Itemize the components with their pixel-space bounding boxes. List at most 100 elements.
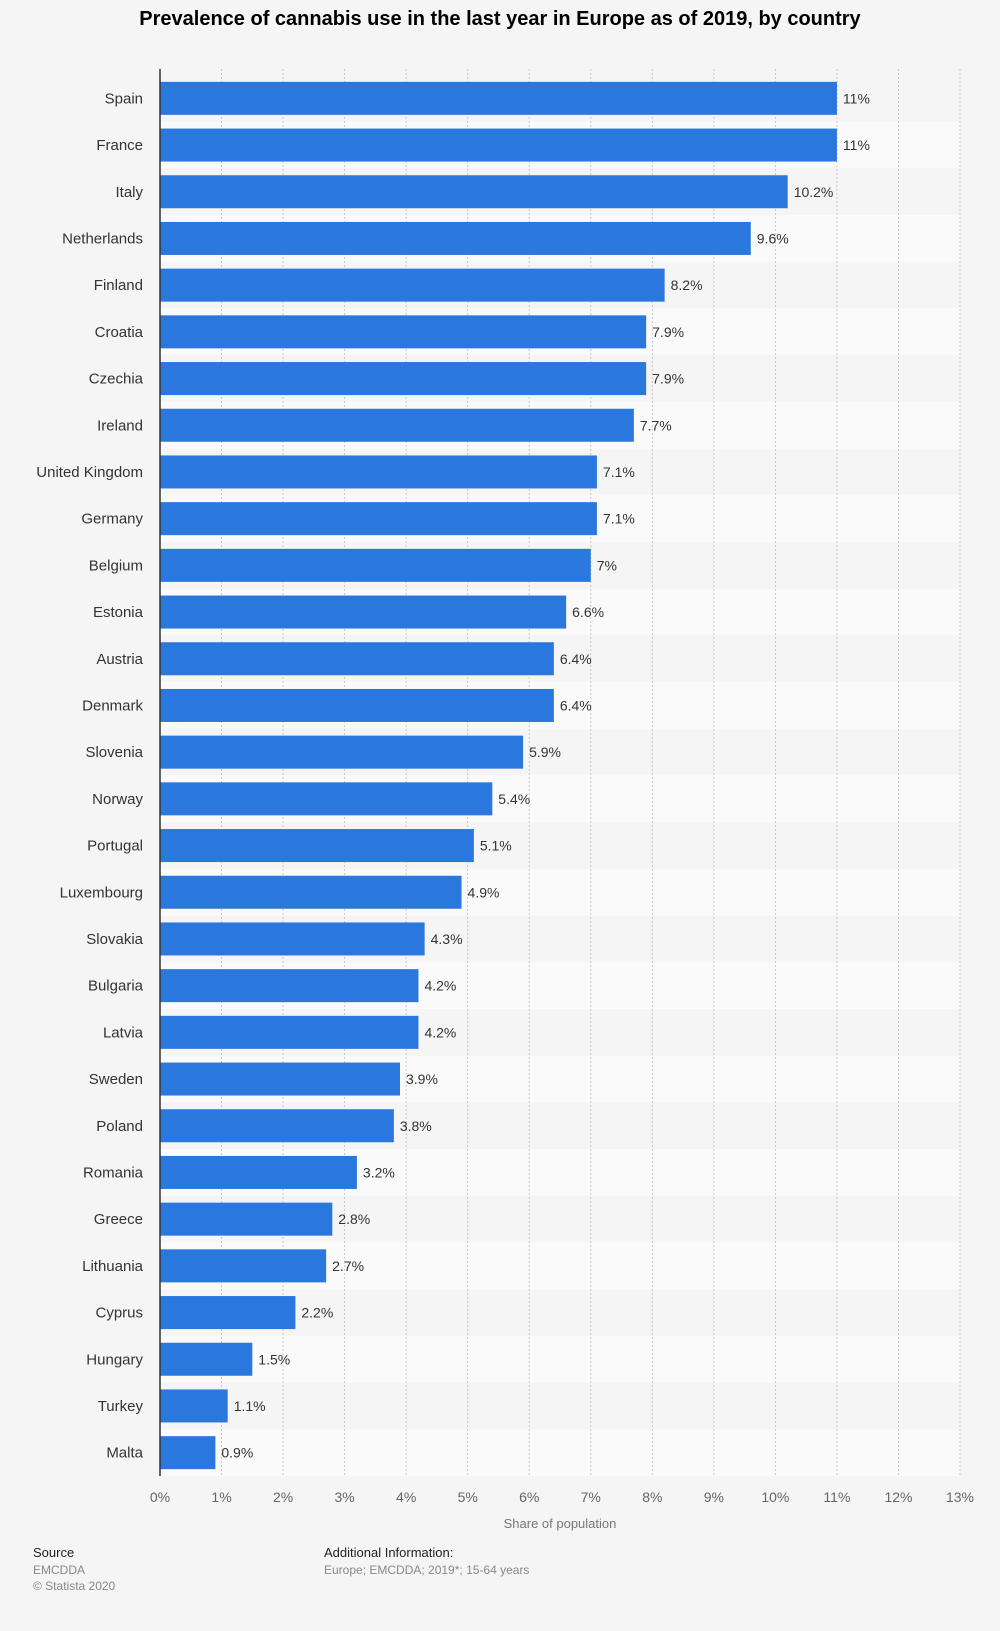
value-label: 11%: [843, 137, 870, 153]
x-tick-label: 4%: [396, 1489, 416, 1505]
tick-labels: 0% 1% 2% 3% 4% 5% 6% 7% 8% 9% 10% 11% 12% 13%: [150, 1489, 974, 1505]
value-label: 2.2%: [301, 1305, 333, 1321]
bar: [160, 642, 554, 676]
bar: [160, 128, 837, 162]
category-label: Cyprus: [95, 1305, 143, 1322]
bar: [160, 175, 788, 209]
value-label: 7.9%: [652, 371, 684, 387]
bar: [160, 782, 493, 816]
bar: [160, 735, 524, 769]
bar: [160, 502, 597, 536]
bar: [160, 1015, 419, 1049]
x-tick-label: 2%: [273, 1489, 293, 1505]
category-label: United Kingdom: [36, 464, 143, 481]
bar: [160, 81, 837, 115]
value-label: 7.1%: [603, 464, 635, 480]
category-label: Greece: [94, 1211, 143, 1228]
x-tick-label: 1%: [211, 1489, 231, 1505]
category-label: Turkey: [98, 1398, 144, 1415]
bar: [160, 408, 634, 442]
value-label: 5.4%: [498, 791, 530, 807]
x-tick-label: 12%: [884, 1489, 912, 1505]
bar: [160, 268, 665, 302]
category-label: Austria: [96, 651, 143, 668]
source-heading: Source: [33, 1545, 75, 1560]
category-label: Lithuania: [82, 1258, 144, 1275]
category-label: Belgium: [89, 557, 143, 574]
category-label: Norway: [92, 791, 143, 808]
category-label: France: [96, 137, 143, 154]
bar: [160, 829, 474, 863]
row-band: [160, 1335, 960, 1383]
bar: [160, 362, 647, 396]
source-line: EMCDDA: [33, 1563, 86, 1577]
row-band: [160, 1429, 960, 1476]
category-label: Croatia: [95, 324, 144, 341]
value-label: 7.7%: [640, 417, 672, 433]
category-label: Luxembourg: [60, 884, 143, 901]
bar: [160, 221, 751, 255]
category-label: Portugal: [87, 838, 143, 855]
value-label: 4.2%: [424, 978, 456, 994]
bar: [160, 1389, 228, 1423]
value-label: 8.2%: [671, 277, 703, 293]
bar: [160, 1436, 216, 1470]
category-labels: Spain France Italy Netherlands Finland Croati…: [36, 90, 143, 1461]
x-tick-label: 8%: [642, 1489, 662, 1505]
value-label: 1.5%: [258, 1351, 290, 1367]
source-block: Source EMCDDA © Statista 2020: [33, 1545, 115, 1594]
bar-chart: Spain France Italy Netherlands Finland Croati…: [36, 69, 974, 1531]
value-label: 2.8%: [338, 1211, 370, 1227]
value-label: 3.2%: [363, 1164, 395, 1180]
chart-title: Prevalence of cannabis use in the last y…: [139, 8, 861, 30]
value-label: 9.6%: [757, 230, 789, 246]
x-tick-label: 0%: [150, 1489, 170, 1505]
copyright-line: © Statista 2020: [33, 1579, 116, 1593]
bar: [160, 688, 554, 722]
bar: [160, 1062, 400, 1096]
value-label: 7%: [597, 557, 617, 573]
bar: [160, 595, 567, 629]
category-label: Czechia: [89, 371, 144, 388]
value-label: 4.9%: [468, 884, 500, 900]
value-label: 7.9%: [652, 324, 684, 340]
x-tick-label: 6%: [519, 1489, 539, 1505]
value-label: 1.1%: [234, 1398, 266, 1414]
bar: [160, 1342, 253, 1376]
bar: [160, 922, 425, 956]
category-label: Latvia: [103, 1024, 144, 1041]
additional-info-block: Additional Information: Europe; EMCDDA; …: [324, 1545, 529, 1578]
value-label: 2.7%: [332, 1258, 364, 1274]
bar: [160, 1155, 357, 1189]
value-label: 4.3%: [431, 931, 463, 947]
category-label: Romania: [83, 1164, 144, 1181]
category-label: Sweden: [89, 1071, 143, 1088]
bars: [160, 81, 837, 1470]
category-label: Finland: [94, 277, 143, 294]
value-label: 3.9%: [406, 1071, 438, 1087]
x-tick-label: 3%: [334, 1489, 354, 1505]
value-label: 3.8%: [400, 1118, 432, 1134]
value-labels: 11% 11% 10.2% 9.6% 8.2% 7.9% 7.9% 7.7% 7.1% 7.1% 7…: [221, 90, 870, 1460]
value-label: 7.1%: [603, 511, 635, 527]
category-label: Netherlands: [62, 230, 143, 247]
value-label: 4.2%: [424, 1024, 456, 1040]
category-label: Bulgaria: [88, 978, 144, 995]
value-label: 5.9%: [529, 744, 561, 760]
category-label: Italy: [115, 184, 143, 201]
category-label: Spain: [105, 90, 143, 107]
value-label: 6.4%: [560, 697, 592, 713]
x-tick-label: 7%: [581, 1489, 601, 1505]
category-label: Malta: [106, 1445, 143, 1462]
value-label: 11%: [843, 90, 870, 106]
category-label: Estonia: [93, 604, 144, 621]
x-tick-label: 10%: [761, 1489, 789, 1505]
value-label: 6.6%: [572, 604, 604, 620]
value-label: 5.1%: [480, 838, 512, 854]
category-label: Slovakia: [86, 931, 143, 948]
bar: [160, 1109, 394, 1143]
bar: [160, 875, 462, 909]
x-tick-label: 13%: [946, 1489, 974, 1505]
value-label: 10.2%: [794, 184, 834, 200]
bar: [160, 548, 591, 582]
